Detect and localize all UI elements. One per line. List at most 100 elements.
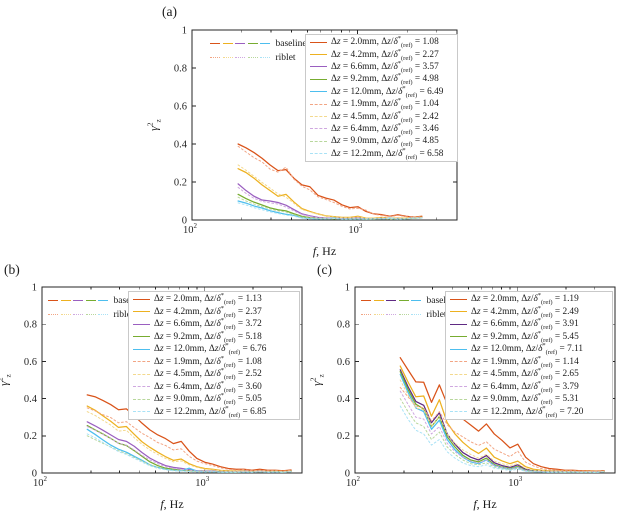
baseline-legend-row: baseline	[210, 38, 307, 52]
curve-dz-12.2mm-riblet	[237, 202, 423, 220]
legend-line-sample	[133, 373, 150, 375]
legend-line-sample	[450, 336, 467, 338]
legend-line-sample	[133, 336, 150, 338]
legend-entry-dz-9.0mm: Δz = 9.0mm, Δz/δ*(ref) = 5.05	[133, 392, 296, 406]
legend-line-sample	[310, 91, 327, 93]
panel-b-legend-box: Δz = 2.0mm, Δz/δ*(ref) = 1.13 Δz = 4.2mm,…	[128, 291, 300, 420]
legend-line-sample	[450, 323, 467, 325]
legend-line-sample	[310, 41, 327, 43]
curve-dz-4.5mm-riblet	[237, 164, 423, 219]
baseline-color-sample	[60, 300, 71, 302]
legend-line-sample	[133, 323, 150, 325]
legend-entry-dz-6.6mm: Δz = 6.6mm, Δz/δ*(ref) = 3.91	[450, 317, 609, 331]
svg-text:102: 102	[183, 222, 198, 236]
gamma-symbol: γ	[0, 381, 10, 386]
legend-entry-text: Δz = 1.9mm, Δz/δ*(ref) = 1.14	[471, 354, 579, 369]
baseline-legend-row: baseline	[361, 295, 458, 309]
legend-entry-text: Δz = 9.2mm, Δz/δ*(ref) = 5.18	[154, 329, 262, 344]
gamma-subscript: z	[3, 374, 13, 378]
legend-entry-text: Δz = 9.2mm, Δz/δ*(ref) = 4.98	[331, 72, 439, 87]
panel-c-x-axis-label: f, Hz	[473, 497, 496, 512]
svg-text:0.2: 0.2	[24, 431, 37, 442]
legend-entry-dz-9.0mm: Δz = 9.0mm, Δz/δ*(ref) = 5.31	[450, 392, 609, 406]
legend-line-sample	[133, 398, 150, 400]
gamma-exponent: 2	[308, 377, 318, 382]
gamma-subscript: z	[316, 374, 326, 378]
svg-text:0.8: 0.8	[24, 320, 37, 331]
baseline-color-sample	[73, 300, 83, 302]
svg-text:0.6: 0.6	[337, 357, 350, 368]
legend-line-sample	[133, 411, 150, 413]
svg-text:103: 103	[508, 475, 522, 489]
legend-entry-dz-6.6mm: Δz = 6.6mm, Δz/δ*(ref) = 3.72	[133, 317, 296, 331]
riblet-color-sample	[373, 313, 384, 315]
baseline-label: baseline	[426, 296, 458, 306]
legend-line-sample	[310, 140, 327, 142]
riblet-color-sample	[222, 56, 233, 58]
baseline-color-sample	[210, 43, 220, 45]
svg-text:103: 103	[195, 475, 210, 489]
baseline-label: baseline	[275, 39, 307, 49]
panel-b-y-axis-label: γ2z	[0, 374, 13, 386]
frequency-unit: , Hz	[163, 497, 184, 511]
svg-text:1: 1	[345, 282, 350, 293]
legend-entry-text: Δz = 4.2mm, Δz/δ*(ref) = 2.27	[331, 47, 439, 62]
legend-entry-dz-1.9mm: Δz = 1.9mm, Δz/δ*(ref) = 1.04	[310, 97, 454, 111]
curve-dz-4.2mm-baseline	[237, 168, 423, 219]
riblet-legend-row: riblet	[210, 52, 307, 66]
svg-text:1: 1	[32, 282, 37, 293]
baseline-color-sample	[85, 300, 96, 302]
legend-entry-text: Δz = 12.0mm, Δz/δ*(ref) = 7.11	[471, 342, 584, 357]
legend-entry-text: Δz = 12.2mm, Δz/δ*(ref) = 6.58	[331, 146, 444, 161]
frequency-symbol: f	[312, 244, 317, 258]
legend-entry-text: Δz = 2.0mm, Δz/δ*(ref) = 1.19	[471, 292, 579, 307]
curve-dz-12.2mm-riblet	[86, 433, 292, 473]
curve-dz-2.0mm-baseline	[86, 394, 292, 472]
legend-entry-dz-6.4mm: Δz = 6.4mm, Δz/δ*(ref) = 3.46	[310, 121, 454, 136]
riblet-legend-row: riblet	[361, 309, 458, 323]
legend-entry-dz-12.2mm: Δz = 12.2mm, Δz/δ*(ref) = 6.58	[310, 146, 454, 161]
panel-a: (a) 102 103 0 0.2 0.4 0.6 0.8 1 γ2z f, Hz basel…	[145, 2, 480, 258]
baseline-color-sample	[373, 300, 384, 302]
baseline-color-sample	[98, 300, 108, 302]
legend-entry-dz-4.5mm: Δz = 4.5mm, Δz/δ*(ref) = 2.52	[133, 367, 296, 382]
riblet-line-samples	[210, 52, 273, 66]
riblet-label: riblet	[426, 309, 447, 320]
svg-text:103: 103	[348, 222, 363, 236]
baseline-color-sample	[48, 300, 58, 302]
legend-entry-dz-6.4mm: Δz = 6.4mm, Δz/δ*(ref) = 3.79	[450, 379, 609, 394]
riblet-color-sample	[361, 313, 371, 315]
svg-text:0.2: 0.2	[174, 177, 187, 188]
legend-entry-text: Δz = 6.4mm, Δz/δ*(ref) = 3.46	[331, 121, 439, 136]
panel-b-plot-canvas: 102 103 0 0.2 0.4 0.6 0.8 1	[24, 282, 303, 489]
legend-entry-dz-1.9mm: Δz = 1.9mm, Δz/δ*(ref) = 1.08	[133, 355, 296, 369]
legend-entry-dz-9.2mm: Δz = 9.2mm, Δz/δ*(ref) = 5.45	[450, 329, 609, 344]
legend-entry-text: Δz = 6.6mm, Δz/δ*(ref) = 3.57	[331, 60, 439, 74]
curve-dz-1.9mm-riblet	[237, 145, 423, 218]
legend-line-sample	[450, 361, 467, 363]
riblet-color-sample	[98, 313, 108, 315]
legend-entry-text: Δz = 4.5mm, Δz/δ*(ref) = 2.52	[154, 367, 262, 382]
legend-line-sample	[310, 153, 327, 155]
legend-entry-text: Δz = 6.4mm, Δz/δ*(ref) = 3.60	[154, 379, 262, 394]
legend-entry-dz-4.2mm: Δz = 4.2mm, Δz/δ*(ref) = 2.37	[133, 305, 296, 319]
legend-line-sample	[133, 361, 150, 363]
svg-text:0.6: 0.6	[174, 101, 187, 112]
baseline-color-sample	[235, 43, 245, 45]
svg-text:102: 102	[346, 475, 361, 489]
svg-text:0.6: 0.6	[24, 357, 37, 368]
curve-dz-9.0mm-riblet	[237, 196, 423, 220]
legend-entry-text: Δz = 9.0mm, Δz/δ*(ref) = 4.85	[331, 134, 439, 149]
riblet-color-sample	[398, 313, 409, 315]
legend-entry-text: Δz = 9.2mm, Δz/δ*(ref) = 5.45	[471, 329, 579, 344]
legend-line-sample	[450, 411, 467, 413]
curve-dz-12.2mm-riblet	[399, 405, 605, 473]
svg-text:0: 0	[182, 215, 187, 226]
legend-entry-text: Δz = 6.4mm, Δz/δ*(ref) = 3.79	[471, 379, 579, 394]
legend-entry-dz-12.0mm: Δz = 12.0mm, Δz/δ*(ref) = 6.76	[133, 342, 296, 356]
riblet-color-sample	[235, 56, 245, 58]
legend-entry-dz-4.5mm: Δz = 4.5mm, Δz/δ*(ref) = 2.65	[450, 367, 609, 381]
gamma-subscript: z	[153, 119, 163, 123]
svg-text:0.4: 0.4	[174, 139, 188, 150]
